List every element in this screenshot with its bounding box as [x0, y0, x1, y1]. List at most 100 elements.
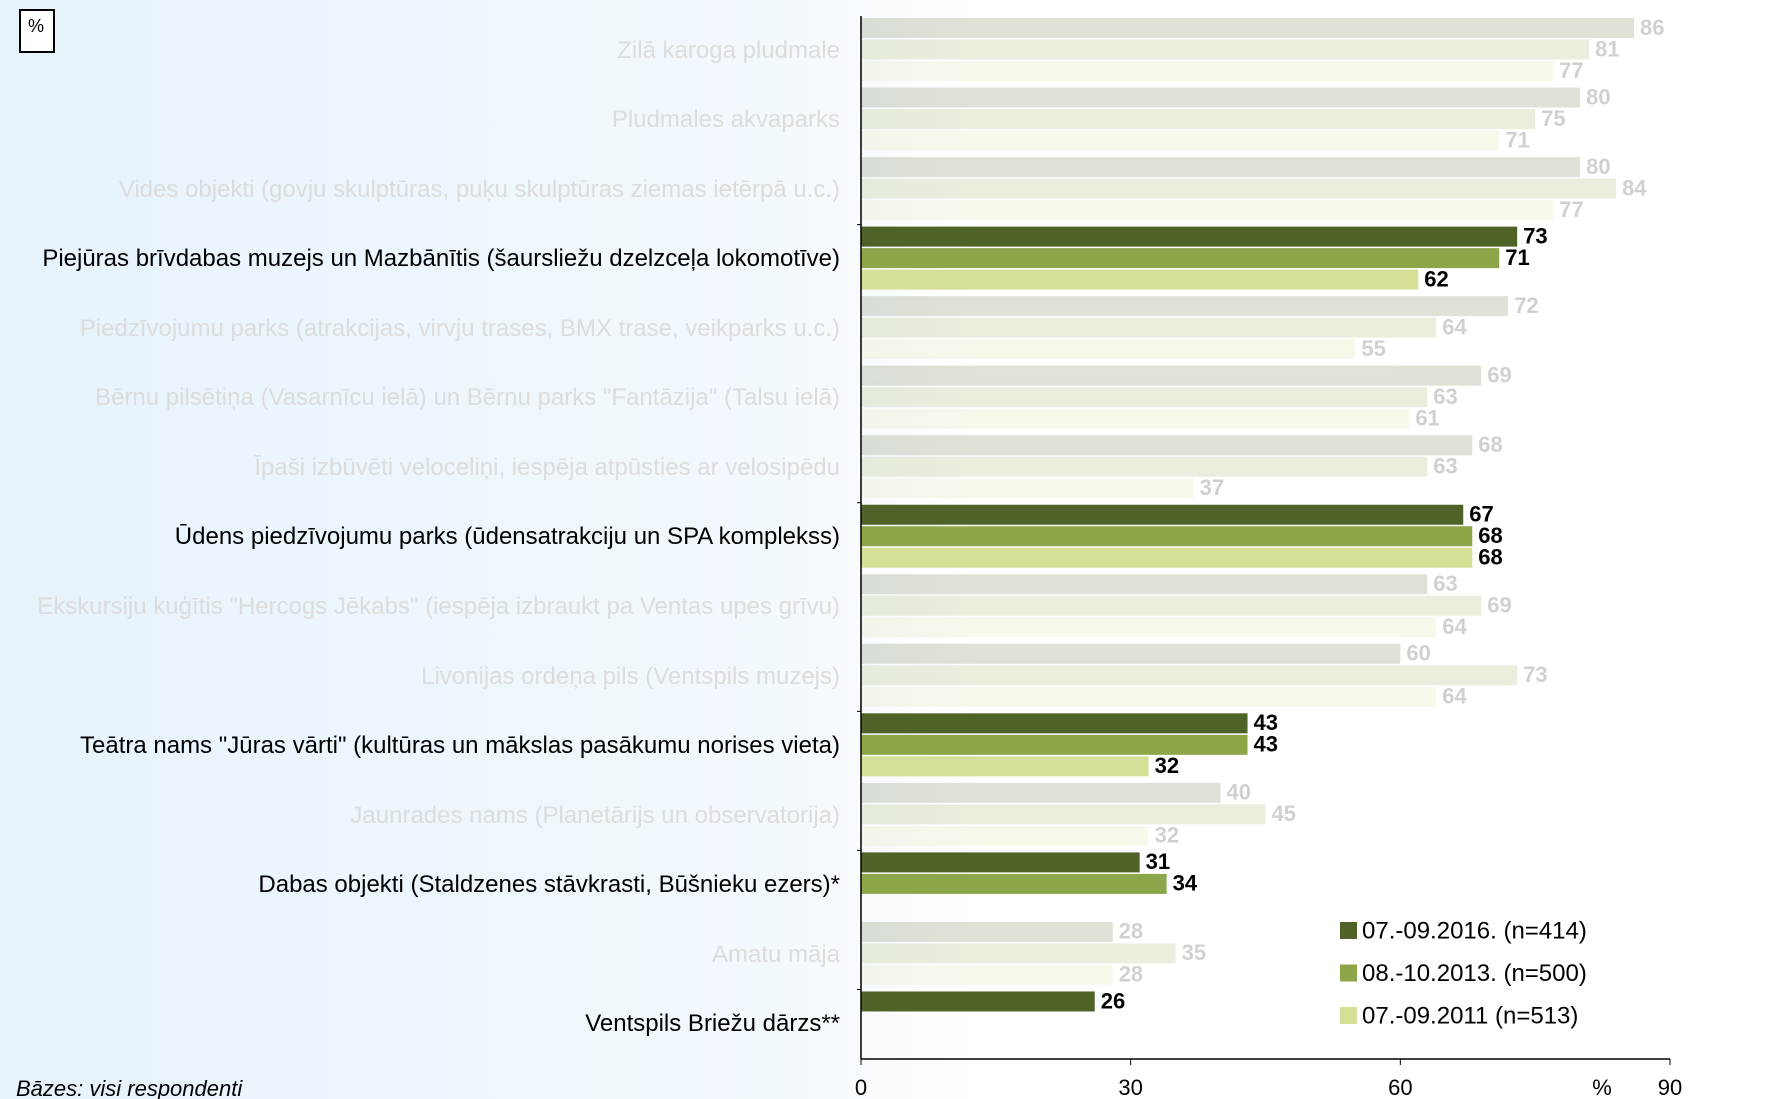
legend-swatch	[1340, 922, 1357, 939]
x-tick-label: 0	[855, 1075, 867, 1099]
category-text: Teātra nams "Jūras vārti" (kultūras un m…	[80, 732, 840, 760]
bar	[861, 825, 1149, 846]
value-label: 60	[1406, 641, 1430, 666]
value-label: 63	[1433, 384, 1457, 409]
value-label: 26	[1101, 988, 1125, 1013]
category-label: Ūdens piedzīvojumu parks (ūdensatrakciju…	[0, 503, 840, 573]
category-label: Teātra nams "Jūras vārti" (kultūras un m…	[0, 711, 840, 781]
footnote: Bāzes: visi respondenti	[16, 1076, 243, 1099]
bar	[861, 365, 1482, 386]
bar	[861, 456, 1428, 477]
value-label: 45	[1272, 801, 1296, 826]
value-label: 28	[1119, 919, 1143, 944]
value-label: 68	[1478, 432, 1502, 457]
value-label: 32	[1155, 823, 1179, 848]
category-label: Īpaši izbūvēti veloceliņi, iespēja atpūs…	[0, 433, 840, 503]
bar	[861, 547, 1473, 568]
value-label: 81	[1595, 36, 1619, 61]
value-label: 80	[1586, 154, 1610, 179]
value-label: 77	[1559, 197, 1583, 222]
bar	[861, 873, 1167, 894]
bar	[861, 756, 1149, 777]
bar	[861, 109, 1536, 130]
category-label: Ventspils Briežu dārzs**	[0, 989, 840, 1059]
legend-label: 07.-09.2016. (n=414)	[1362, 917, 1587, 944]
value-label: 64	[1442, 314, 1467, 339]
category-label: Jaunrades nams (Planetārijs un observato…	[0, 781, 840, 851]
bar	[861, 18, 1635, 38]
category-row: 26	[861, 988, 1125, 1013]
value-label: 28	[1119, 962, 1143, 987]
category-text: Vides objekti (govju skulptūras, puķu sk…	[118, 175, 840, 203]
bar	[861, 435, 1473, 456]
legend-swatch	[1340, 964, 1357, 982]
value-label: 69	[1487, 593, 1511, 618]
category-label: Dabas objekti (Staldzenes stāvkrasti, Bū…	[0, 850, 840, 920]
x-tick-label: 60	[1388, 1075, 1412, 1099]
bar	[861, 478, 1194, 499]
category-text: Pludmales akvaparks	[611, 106, 840, 134]
legend-label: 07.-09.2011 (n=513)	[1362, 1002, 1578, 1029]
category-text: Zilā karoga pludmale	[617, 36, 840, 64]
x-unit: %	[1592, 1075, 1612, 1099]
bar	[861, 157, 1581, 178]
category-label: Livonijas ordeņa pils (Ventspils muzejs)	[0, 642, 840, 712]
value-label: 72	[1514, 293, 1538, 318]
bar	[861, 526, 1473, 547]
bar	[861, 269, 1419, 290]
value-label: 34	[1173, 871, 1198, 896]
value-label: 68	[1478, 545, 1502, 570]
value-label: 43	[1254, 710, 1278, 735]
category-row: 60 73 64	[861, 641, 1548, 709]
value-label: 55	[1361, 336, 1385, 361]
bar	[861, 87, 1581, 108]
category-row: 28 35 28	[861, 919, 1206, 987]
value-label: 71	[1505, 127, 1529, 152]
legend-label: 08.-10.2013. (n=500)	[1362, 960, 1587, 987]
value-label: 61	[1415, 405, 1439, 430]
category-row: 86 81 77	[861, 15, 1665, 83]
category-text: Bērnu pilsētiņa (Vasarnīcu ielā) un Bērn…	[95, 384, 840, 412]
bar	[861, 665, 1518, 686]
category-label: Vides objekti (govju skulptūras, puķu sk…	[0, 155, 840, 225]
value-label: 64	[1442, 684, 1467, 709]
x-tick-label: 30	[1118, 1075, 1142, 1099]
category-row: 80 75 71	[861, 84, 1611, 152]
bar	[861, 617, 1437, 638]
bar	[861, 130, 1500, 151]
value-label: 73	[1523, 662, 1547, 687]
value-label: 77	[1559, 58, 1583, 83]
value-label: 63	[1433, 571, 1457, 596]
category-label: Piedzīvojumu parks (atrakcijas, virvju t…	[0, 294, 840, 364]
category-label: Bērnu pilsētiņa (Vasarnīcu ielā) un Bērn…	[0, 364, 840, 434]
corner-box	[19, 9, 55, 53]
value-label: 63	[1433, 454, 1457, 479]
bar	[861, 782, 1221, 803]
value-label: 31	[1146, 849, 1170, 874]
category-text: Ūdens piedzīvojumu parks (ūdensatrakciju…	[174, 523, 840, 551]
bar	[861, 595, 1482, 616]
category-row: 68 63 37	[861, 432, 1503, 500]
category-label: Zilā karoga pludmale	[0, 16, 840, 86]
bar	[861, 943, 1176, 964]
bar	[861, 200, 1554, 221]
value-label: 62	[1424, 266, 1448, 291]
bar	[861, 248, 1500, 269]
category-row: 72 64 55	[861, 293, 1539, 361]
bar	[861, 61, 1554, 81]
value-label: 84	[1622, 175, 1647, 200]
category-text: Dabas objekti (Staldzenes stāvkrasti, Bū…	[258, 871, 840, 899]
value-label: 40	[1227, 780, 1251, 805]
bar	[861, 921, 1113, 942]
bar	[861, 804, 1266, 825]
bar	[861, 713, 1248, 734]
category-text: Jaunrades nams (Planetārijs un observato…	[350, 801, 840, 829]
category-label: Piejūras brīvdabas muzejs un Mazbānītis …	[0, 225, 840, 295]
value-label: 43	[1254, 732, 1278, 757]
category-row: 80 84 77	[861, 154, 1647, 222]
